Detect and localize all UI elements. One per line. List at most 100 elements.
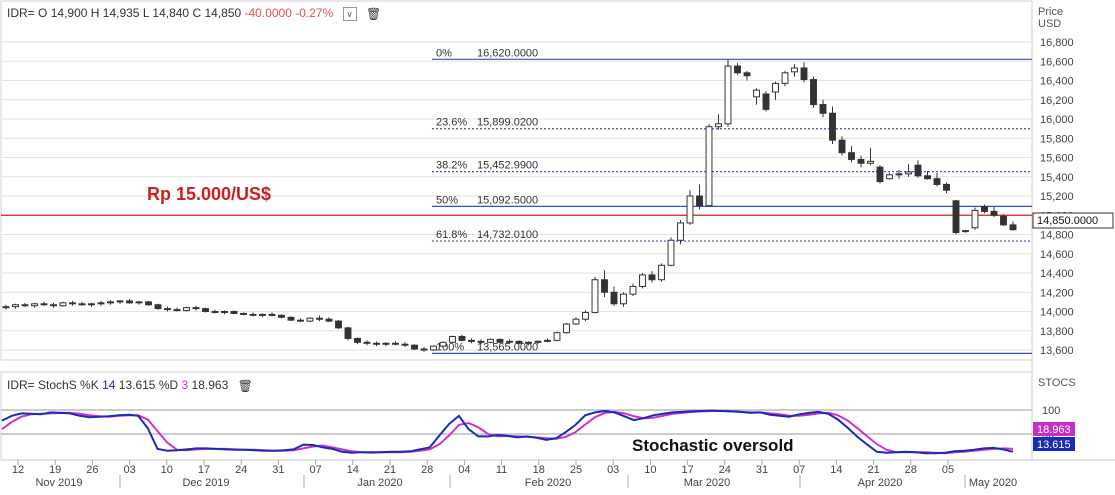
candle (971, 207, 979, 230)
candle (487, 338, 494, 344)
month-label: Mar 2020 (684, 477, 730, 489)
candle (468, 338, 475, 344)
support-annotation: Rp 15.000/US$ (147, 184, 271, 204)
candle (753, 88, 760, 105)
candle (59, 301, 67, 307)
price-tick-label: 16,400 (1040, 76, 1074, 88)
last-price-badge (1032, 212, 1114, 229)
candle (116, 299, 124, 304)
candle (154, 303, 162, 310)
candle (914, 160, 922, 178)
candle (268, 312, 276, 317)
candle-body (249, 313, 257, 316)
price-tick-label: 16,800 (1040, 37, 1074, 49)
candle-body (78, 303, 86, 306)
candle (1009, 221, 1017, 231)
candle (439, 341, 447, 349)
candle (31, 302, 38, 308)
candle (192, 305, 200, 311)
candle (943, 182, 950, 194)
candle-body (297, 319, 304, 322)
fib-percent-label: 23.6% (436, 117, 467, 129)
candle-body (1009, 224, 1017, 231)
candle (164, 306, 171, 312)
candle-body (107, 301, 114, 304)
chevron-down-icon[interactable]: ∨ (342, 6, 357, 21)
candle (800, 62, 808, 83)
candle (316, 315, 323, 322)
candle (430, 345, 437, 351)
candle-body (268, 313, 276, 316)
candle-body (430, 345, 437, 351)
candle-body (173, 309, 181, 312)
candle (990, 206, 998, 218)
stoch-k-period: 14 (102, 378, 116, 392)
candle-body (981, 206, 988, 212)
candle-body (914, 164, 922, 177)
candle (344, 326, 352, 341)
last-price-label: 14,850.0000 (1037, 215, 1098, 227)
candle-body (952, 200, 960, 234)
candle (21, 302, 29, 307)
candle-body (971, 209, 979, 229)
candle-body (601, 279, 608, 293)
open-label: O (38, 6, 48, 20)
candle-body (772, 82, 779, 93)
date-tick-label: 31 (272, 464, 284, 476)
candle-body (506, 340, 513, 343)
candle-body (344, 327, 352, 339)
candle (924, 170, 931, 180)
stoch-study-label: IDR= StochS (7, 378, 77, 392)
candle-body (515, 340, 523, 344)
candle (952, 199, 960, 235)
candle-body (126, 300, 133, 304)
candle-body (781, 72, 789, 84)
candle (572, 317, 580, 325)
fib-value-label: 16,620.0000 (477, 47, 538, 59)
candle-body (667, 239, 675, 266)
candle (287, 316, 295, 322)
price-tick-label: 16,000 (1040, 114, 1074, 126)
candle (249, 312, 257, 317)
candle (183, 306, 190, 312)
candle (686, 190, 694, 225)
fib-percent-label: 38.2% (436, 160, 467, 172)
candle-body (354, 337, 361, 343)
candle (734, 63, 741, 75)
date-tick-label: 14 (347, 464, 359, 476)
candle-body (848, 152, 855, 160)
stoch-oversold-annotation: Stochastic oversold (632, 436, 794, 455)
candle-body (382, 342, 390, 345)
fib-percent-label: 0% (436, 47, 452, 59)
candle-body (230, 311, 238, 314)
candle (867, 147, 874, 166)
candle-body (50, 304, 57, 307)
candle (743, 70, 751, 81)
trash-icon[interactable]: 🗑 (237, 378, 253, 393)
candle-body (40, 303, 48, 306)
candle (297, 318, 304, 323)
candle-body (363, 341, 371, 344)
candle (373, 341, 380, 347)
trash-icon[interactable]: 🗑 (365, 6, 382, 21)
price-tick-label: 13,600 (1040, 345, 1074, 357)
candle (629, 283, 637, 297)
candle (259, 313, 266, 318)
candle-body (582, 311, 589, 320)
date-tick-label: 17 (198, 464, 210, 476)
candle (724, 59, 732, 127)
candle (135, 300, 143, 305)
candle (107, 299, 114, 305)
candle (477, 339, 485, 345)
price-axis-title: Price (1038, 6, 1063, 18)
candle-body (278, 314, 285, 318)
candle (401, 342, 409, 348)
stoch-d-value: 18.963 (191, 378, 229, 392)
candle (69, 300, 76, 306)
k-value-badge (1033, 437, 1075, 451)
candle-body (943, 183, 950, 191)
stoch-axis-title: STOCS (1038, 377, 1076, 389)
fib-value-label: 13,565.0000 (477, 341, 538, 353)
month-label: Nov 2019 (35, 477, 82, 489)
